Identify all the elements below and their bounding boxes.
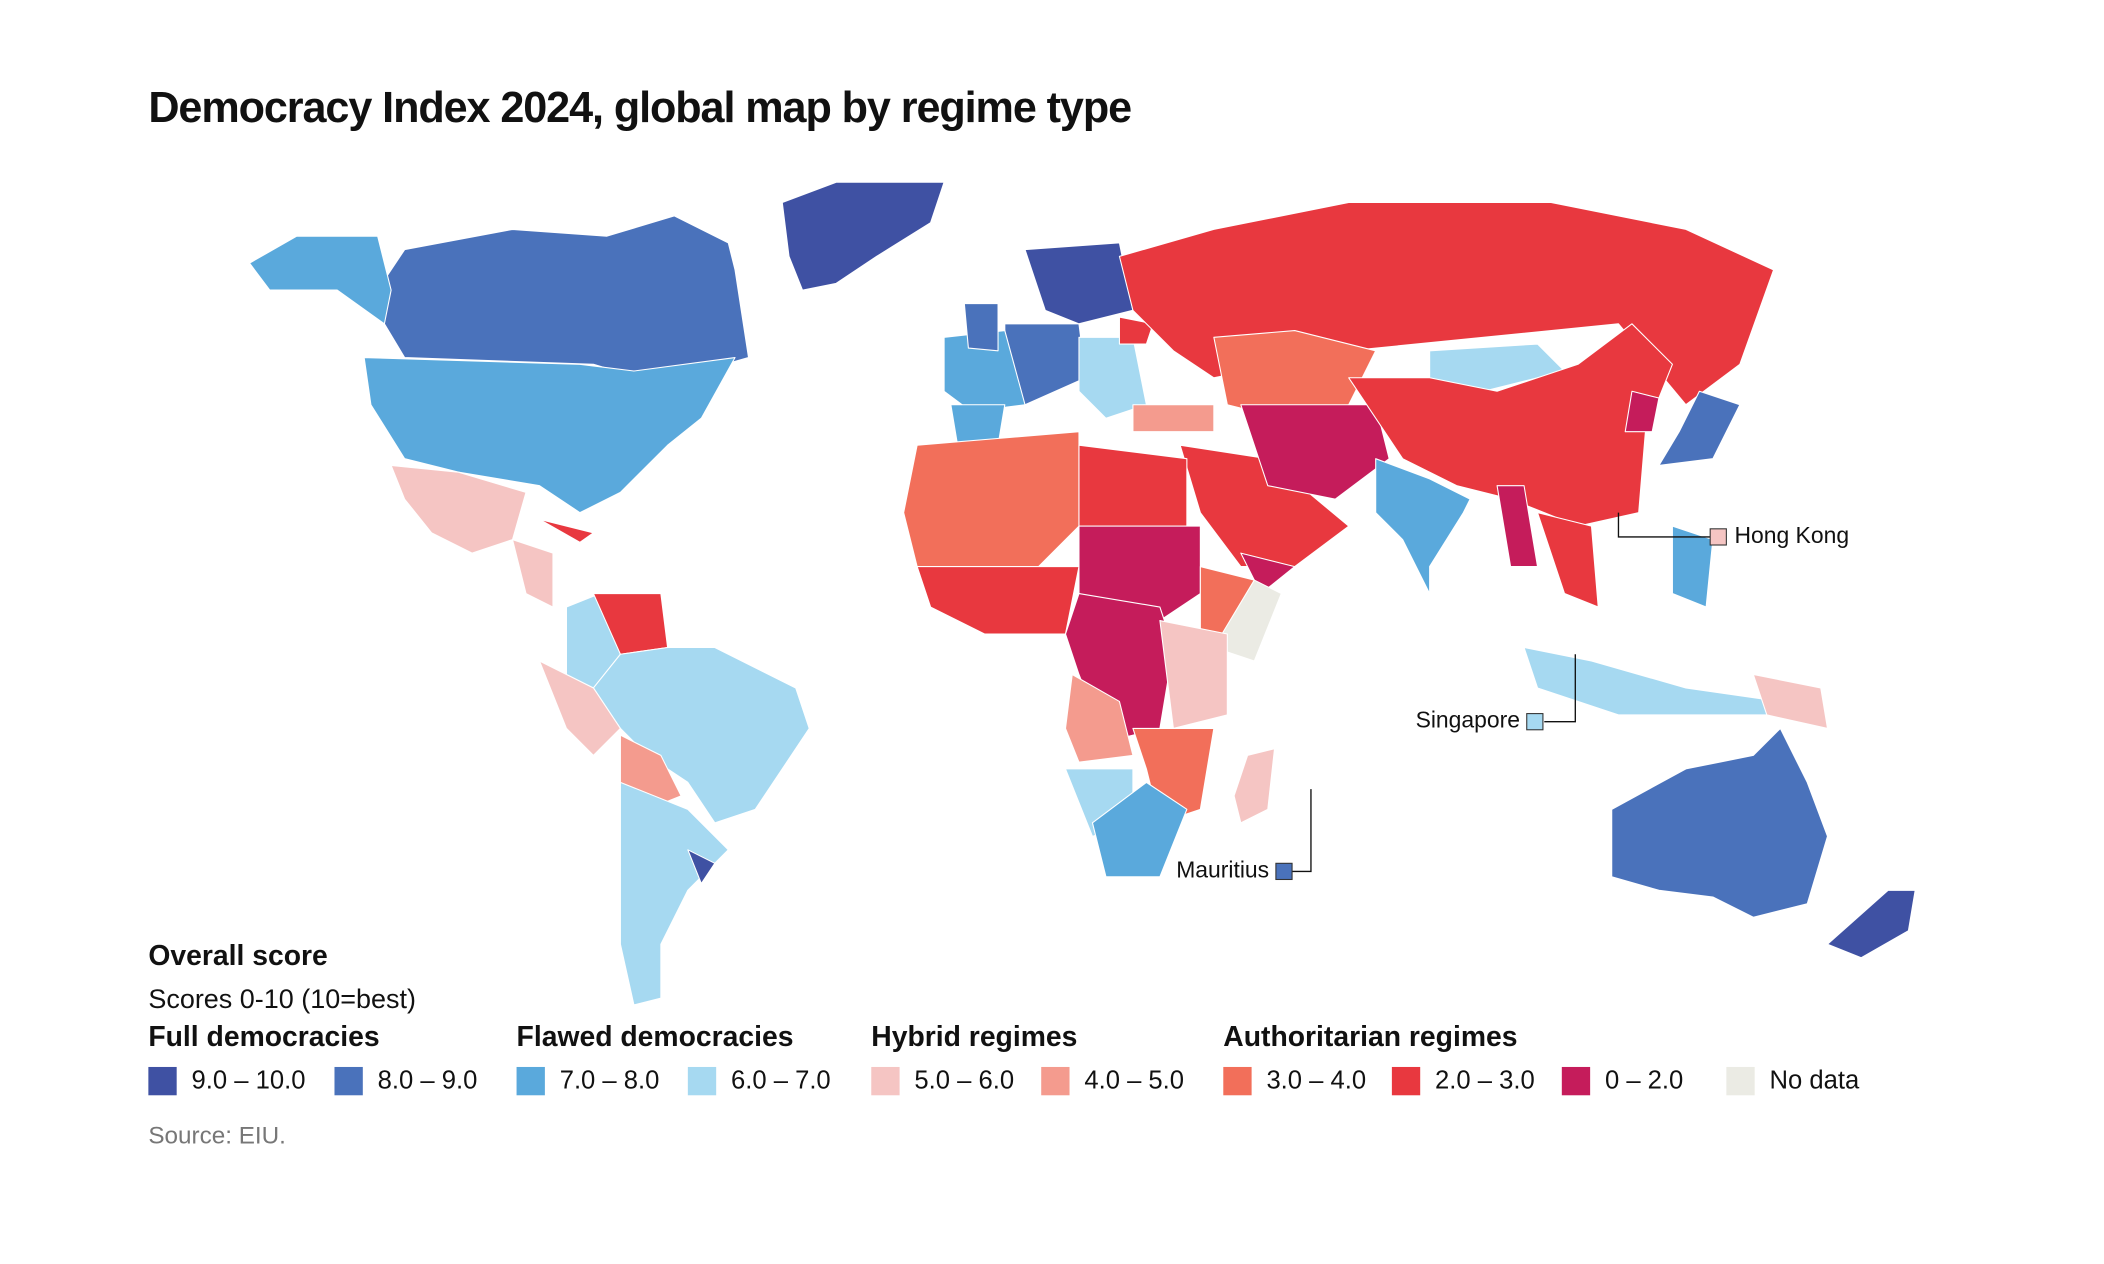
country [1132, 404, 1215, 433]
legend-swatch [516, 1066, 545, 1096]
country [1624, 390, 1660, 433]
annotation-swatch [1526, 713, 1544, 731]
country [1213, 579, 1282, 662]
country [538, 660, 621, 756]
legend-label: 0 – 2.0 [1605, 1067, 1683, 1095]
country [1064, 673, 1134, 763]
country [1024, 242, 1134, 325]
country [538, 518, 594, 543]
country [963, 303, 999, 352]
legend-group-title: Full democracies [148, 1021, 379, 1053]
legend-label: No data [1770, 1067, 1860, 1095]
country [619, 781, 729, 1006]
legend-swatch [687, 1066, 717, 1096]
legend-label: 4.0 – 5.0 [1084, 1067, 1184, 1095]
source: Source: EIU. [148, 1123, 286, 1150]
country [1240, 404, 1390, 500]
country [1826, 889, 1916, 959]
country [781, 181, 945, 291]
country [1611, 727, 1829, 918]
country [1078, 444, 1188, 527]
legend-swatch [1041, 1066, 1070, 1096]
country [511, 539, 554, 608]
leader-line [1292, 789, 1312, 873]
legend-swatch [1223, 1066, 1252, 1096]
legend-subtitle: Scores 0-10 (10=best) [148, 984, 416, 1014]
legend-label: 3.0 – 4.0 [1266, 1067, 1366, 1095]
country [1118, 316, 1154, 345]
country [1496, 485, 1539, 568]
legend-label: 9.0 – 10.0 [192, 1067, 306, 1095]
annotation-swatch [1275, 862, 1293, 881]
legend-swatch [148, 1066, 177, 1096]
legend-swatch [1726, 1066, 1755, 1096]
annotation-label: Hong Kong [1734, 522, 1849, 548]
country [1536, 512, 1599, 608]
legend-swatch [871, 1066, 900, 1096]
country [1091, 781, 1188, 878]
legend-label: 5.0 – 6.0 [914, 1067, 1014, 1095]
world-map [248, 181, 1916, 1006]
country [1159, 619, 1228, 729]
leader-line [1617, 512, 1711, 538]
legend-swatch [1391, 1066, 1421, 1096]
title: Democracy Index 2024, global map by regi… [148, 84, 1131, 132]
country [1658, 390, 1741, 466]
country [363, 356, 736, 514]
country [1671, 525, 1714, 608]
country [1375, 458, 1471, 595]
legend-label: 2.0 – 3.0 [1435, 1067, 1535, 1095]
legend-title: Overall score [148, 940, 327, 972]
country [248, 235, 392, 325]
legend: Full democracies 9.0 – 10.0 8.0 – 9.0 Flawe… [148, 1021, 1860, 1096]
country [390, 464, 527, 554]
annotation-label: Mauritius [1176, 856, 1269, 882]
legend-label: 6.0 – 7.0 [731, 1067, 831, 1095]
country [1233, 748, 1276, 824]
legend-group-title: Authoritarian regimes [1223, 1021, 1517, 1053]
country [1523, 646, 1781, 716]
country [1078, 525, 1201, 622]
annotations: Hong Kong Singapore Mauritius [1176, 522, 1849, 882]
country [1348, 323, 1673, 527]
legend-group-title: Flawed democracies [517, 1021, 794, 1053]
annotation-label: Singapore [1416, 707, 1520, 733]
country [916, 566, 1080, 635]
legend-label: 8.0 – 9.0 [378, 1067, 478, 1095]
leader-line [1544, 654, 1576, 723]
annotation-swatch [1709, 528, 1727, 546]
legend-swatch [334, 1066, 363, 1096]
country [903, 431, 1080, 568]
legend-swatch [1561, 1066, 1591, 1096]
country [687, 849, 716, 885]
country [377, 215, 750, 386]
legend-group-title: Hybrid regimes [871, 1021, 1077, 1053]
country [1240, 552, 1296, 595]
legend-label: 7.0 – 8.0 [560, 1067, 660, 1095]
country [1752, 673, 1829, 729]
